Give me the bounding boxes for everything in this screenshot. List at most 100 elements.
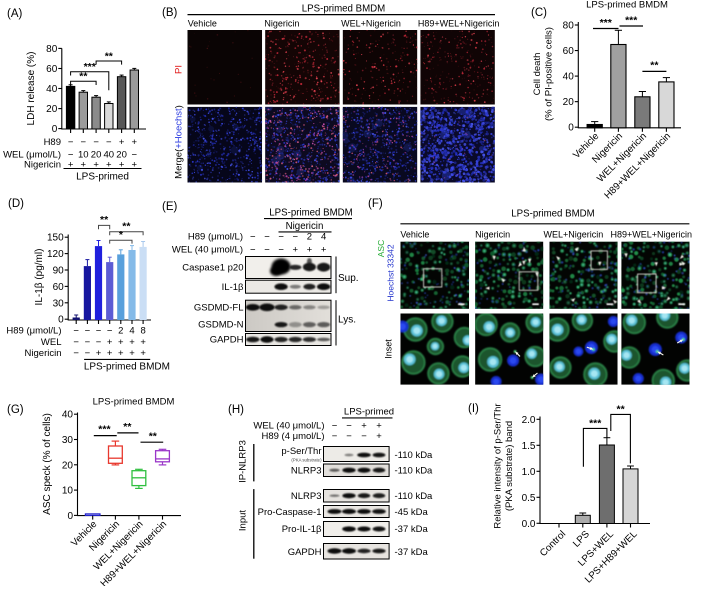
- svg-text:−: −: [85, 326, 91, 337]
- svg-text:Vehicle: Vehicle: [400, 230, 429, 240]
- svg-text:Nigericin: Nigericin: [264, 19, 299, 29]
- svg-text:−: −: [85, 348, 91, 359]
- svg-text:Cell death: Cell death: [532, 53, 543, 96]
- svg-text:WEL: WEL: [41, 337, 62, 348]
- svg-text:2: 2: [118, 326, 123, 337]
- svg-text:Merge(+Hoechst): Merge(+Hoechst): [174, 105, 185, 179]
- svg-text:60: 60: [53, 282, 65, 293]
- svg-text:+: +: [293, 244, 299, 255]
- svg-text:WEL+Nigericin: WEL+Nigericin: [544, 230, 604, 240]
- svg-text:+: +: [96, 348, 102, 359]
- svg-text:H89 (μmol/L): H89 (μmol/L): [188, 232, 243, 243]
- svg-text:LPS-primed BMDM: LPS-primed BMDM: [511, 209, 594, 220]
- svg-text:+: +: [140, 337, 146, 348]
- svg-text:0: 0: [568, 123, 574, 134]
- svg-text:Caspase1 p20: Caspase1 p20: [182, 263, 243, 274]
- svg-text:−: −: [264, 232, 270, 243]
- svg-text:**: **: [105, 51, 114, 63]
- svg-text:WEL+Nigericin: WEL+Nigericin: [341, 19, 401, 29]
- svg-text:−: −: [96, 337, 102, 348]
- svg-text:0: 0: [58, 315, 64, 326]
- svg-text:LPS-primed: LPS-primed: [76, 172, 129, 183]
- svg-text:IL-1β (pg/ml): IL-1β (pg/ml): [34, 249, 45, 306]
- svg-text:+: +: [119, 137, 125, 148]
- svg-text:Lys.: Lys.: [338, 315, 356, 326]
- svg-text:Nigericin: Nigericin: [25, 348, 62, 359]
- svg-text:2: 2: [307, 232, 312, 243]
- svg-text:−: −: [96, 326, 102, 337]
- svg-text:LPS-primed BMDM: LPS-primed BMDM: [84, 362, 170, 373]
- svg-text:IL-1β: IL-1β: [222, 282, 244, 293]
- svg-text:H89: H89: [44, 137, 61, 148]
- svg-text:**: **: [650, 60, 659, 72]
- svg-text:−: −: [93, 137, 99, 148]
- svg-text:−: −: [250, 232, 256, 243]
- svg-text:***: ***: [84, 61, 97, 73]
- svg-text:LPS-primed BMDM: LPS-primed BMDM: [302, 4, 385, 15]
- svg-text:***: ***: [600, 17, 613, 29]
- svg-text:40: 40: [46, 84, 58, 95]
- svg-text:+: +: [118, 348, 124, 359]
- svg-text:30: 30: [53, 298, 65, 309]
- svg-text:(% of PI-positive cells): (% of PI-positive cells): [544, 27, 555, 121]
- svg-text:150: 150: [47, 233, 64, 244]
- svg-text:20: 20: [563, 97, 575, 108]
- svg-text:GSDMD-FL: GSDMD-FL: [194, 303, 244, 314]
- svg-text:−: −: [278, 244, 284, 255]
- svg-text:LDH release (%): LDH release (%): [26, 52, 37, 126]
- svg-text:LPS-primed BMDM: LPS-primed BMDM: [269, 208, 352, 219]
- svg-text:(B): (B): [162, 7, 178, 19]
- svg-text:−: −: [264, 244, 270, 255]
- svg-text:(E): (E): [162, 201, 178, 213]
- svg-text:80: 80: [563, 21, 575, 32]
- svg-text:+: +: [321, 244, 327, 255]
- svg-text:80: 80: [46, 44, 58, 55]
- svg-text:H89+WEL+Nigericin: H89+WEL+Nigericin: [418, 19, 500, 29]
- svg-text:−: −: [73, 326, 79, 337]
- svg-text:LPS-primed BMDM: LPS-primed BMDM: [586, 0, 668, 11]
- svg-text:***: ***: [625, 15, 638, 27]
- svg-text:8: 8: [140, 326, 145, 337]
- svg-text:H89 (μmol/L): H89 (μmol/L): [6, 326, 61, 337]
- svg-text:WEL (40 μmol/L): WEL (40 μmol/L): [172, 244, 243, 255]
- svg-text:4: 4: [129, 326, 134, 337]
- svg-text:Nigericin: Nigericin: [24, 160, 61, 171]
- svg-text:60: 60: [46, 64, 58, 75]
- svg-text:+: +: [118, 337, 124, 348]
- svg-text:−: −: [278, 232, 284, 243]
- svg-text:20: 20: [46, 104, 58, 115]
- svg-text:(C): (C): [531, 7, 547, 19]
- svg-text:Nigericin: Nigericin: [475, 230, 510, 240]
- svg-text:Sup.: Sup.: [338, 273, 359, 284]
- svg-text:+: +: [307, 244, 313, 255]
- svg-text:−: −: [250, 244, 256, 255]
- svg-text:−: −: [85, 337, 91, 348]
- svg-text:Nigericin: Nigericin: [286, 221, 324, 232]
- svg-text:(D): (D): [8, 198, 24, 210]
- svg-text:−: −: [73, 348, 79, 359]
- svg-text:−: −: [68, 137, 74, 148]
- svg-text:**: **: [100, 214, 109, 226]
- svg-text:**: **: [122, 220, 131, 232]
- svg-text:+: +: [107, 348, 113, 359]
- svg-text:60: 60: [563, 46, 575, 57]
- svg-text:120: 120: [47, 249, 64, 260]
- svg-text:−: −: [73, 337, 79, 348]
- svg-text:40: 40: [563, 72, 575, 83]
- svg-text:PI: PI: [174, 65, 185, 74]
- svg-text:+: +: [132, 137, 138, 148]
- svg-text:+: +: [140, 348, 146, 359]
- svg-text:(F): (F): [368, 198, 383, 210]
- svg-text:0: 0: [52, 124, 58, 135]
- svg-text:+: +: [129, 337, 135, 348]
- svg-text:(A): (A): [7, 8, 23, 20]
- svg-text:−: −: [293, 232, 299, 243]
- svg-text:+: +: [129, 348, 135, 359]
- svg-text:Vehicle: Vehicle: [188, 19, 217, 29]
- svg-text:−: −: [106, 137, 112, 148]
- svg-text:90: 90: [53, 266, 65, 277]
- svg-text:+: +: [107, 337, 113, 348]
- svg-text:4: 4: [321, 232, 326, 243]
- svg-text:−: −: [81, 137, 87, 148]
- svg-text:H89+WEL+Nigericin: H89+WEL+Nigericin: [611, 230, 693, 240]
